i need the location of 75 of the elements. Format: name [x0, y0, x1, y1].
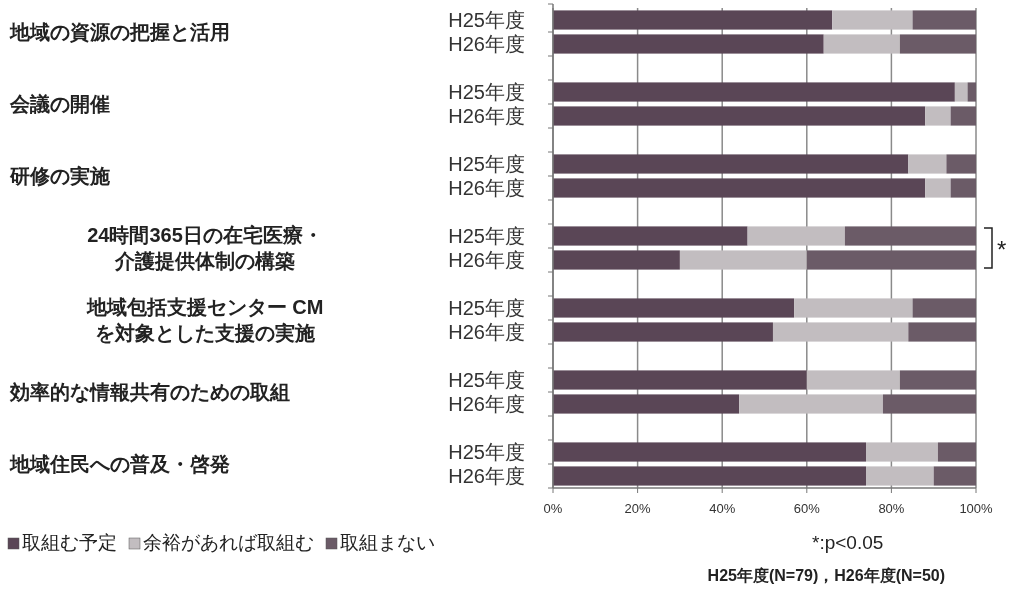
bar: [946, 154, 976, 174]
text: 地域の資源の把握と活用: [9, 21, 230, 43]
bar: [553, 322, 773, 342]
bar: [553, 106, 926, 126]
y-tick-label: H25年度: [448, 9, 525, 31]
bar: [679, 250, 807, 270]
bar: [912, 10, 976, 30]
bar: [553, 466, 867, 486]
y-tick-label: H26年度: [448, 465, 525, 487]
y-tick-label: H25年度: [448, 441, 525, 463]
bar: [844, 226, 976, 246]
text: 地域住民への普及・啓発: [9, 453, 230, 475]
bar: [866, 442, 938, 462]
text: 効率的な情報共有のための取組: [9, 381, 290, 403]
x-tick-label: 40%: [709, 501, 736, 516]
y-tick-label: H26年度: [448, 105, 525, 127]
text: *:p<0.05: [812, 532, 884, 553]
bar: [937, 442, 976, 462]
legend-label: 取組まない: [340, 532, 435, 553]
bar: [553, 226, 748, 246]
bar: [794, 298, 913, 318]
text: 24時間365日の在宅医療・介護提供体制の構築: [87, 224, 323, 272]
bar: [806, 370, 900, 390]
text: *: [997, 236, 1007, 263]
bar: [553, 178, 926, 198]
bar: [908, 322, 976, 342]
bar: [772, 322, 909, 342]
x-tick-label: 100%: [959, 501, 994, 516]
bar: [925, 178, 951, 198]
x-tick-label: 80%: [878, 501, 905, 516]
bar: [553, 82, 955, 102]
bar: [553, 394, 740, 414]
bar: [553, 34, 824, 54]
text: H25年度(N=79)，H26年度(N=50): [707, 566, 945, 584]
bar: [553, 442, 867, 462]
legend-label: 取組む予定: [22, 532, 117, 553]
bar: [806, 250, 976, 270]
bar: [954, 82, 968, 102]
y-tick-label: H25年度: [448, 369, 525, 391]
bar: [912, 298, 976, 318]
y-tick-label: H25年度: [448, 225, 525, 247]
bar: [553, 250, 680, 270]
legend-label: 余裕があれば取組む: [143, 532, 314, 553]
x-tick-label: 60%: [793, 501, 821, 516]
x-tick-label: 0%: [543, 501, 563, 516]
bar: [899, 370, 976, 390]
y-tick-label: H25年度: [448, 81, 525, 103]
y-tick-label: H25年度: [448, 297, 525, 319]
bar: [832, 10, 913, 30]
text: 会議の開催: [9, 93, 110, 115]
bar: [747, 226, 845, 246]
x-tick-label: 20%: [624, 501, 652, 516]
bar: [925, 106, 951, 126]
y-tick-label: H26年度: [448, 393, 525, 415]
text: 地域包括支援センター CMを対象とした支援の実施: [85, 296, 324, 344]
bar: [553, 298, 795, 318]
bar: [553, 154, 909, 174]
y-tick-label: H26年度: [448, 321, 525, 343]
bar: [882, 394, 976, 414]
y-tick-label: H26年度: [448, 33, 525, 55]
bar: [967, 82, 976, 102]
bar: [553, 370, 807, 390]
bar: [933, 466, 976, 486]
bar: [950, 178, 976, 198]
bar: [823, 34, 900, 54]
y-tick-label: H25年度: [448, 153, 525, 175]
bar: [739, 394, 883, 414]
text: 研修の実施: [9, 165, 110, 187]
bar: [908, 154, 947, 174]
bar: [899, 34, 976, 54]
bar: [950, 106, 976, 126]
bar: [553, 10, 833, 30]
y-tick-label: H26年度: [448, 177, 525, 199]
bar: [866, 466, 934, 486]
y-tick-label: H26年度: [448, 249, 525, 271]
